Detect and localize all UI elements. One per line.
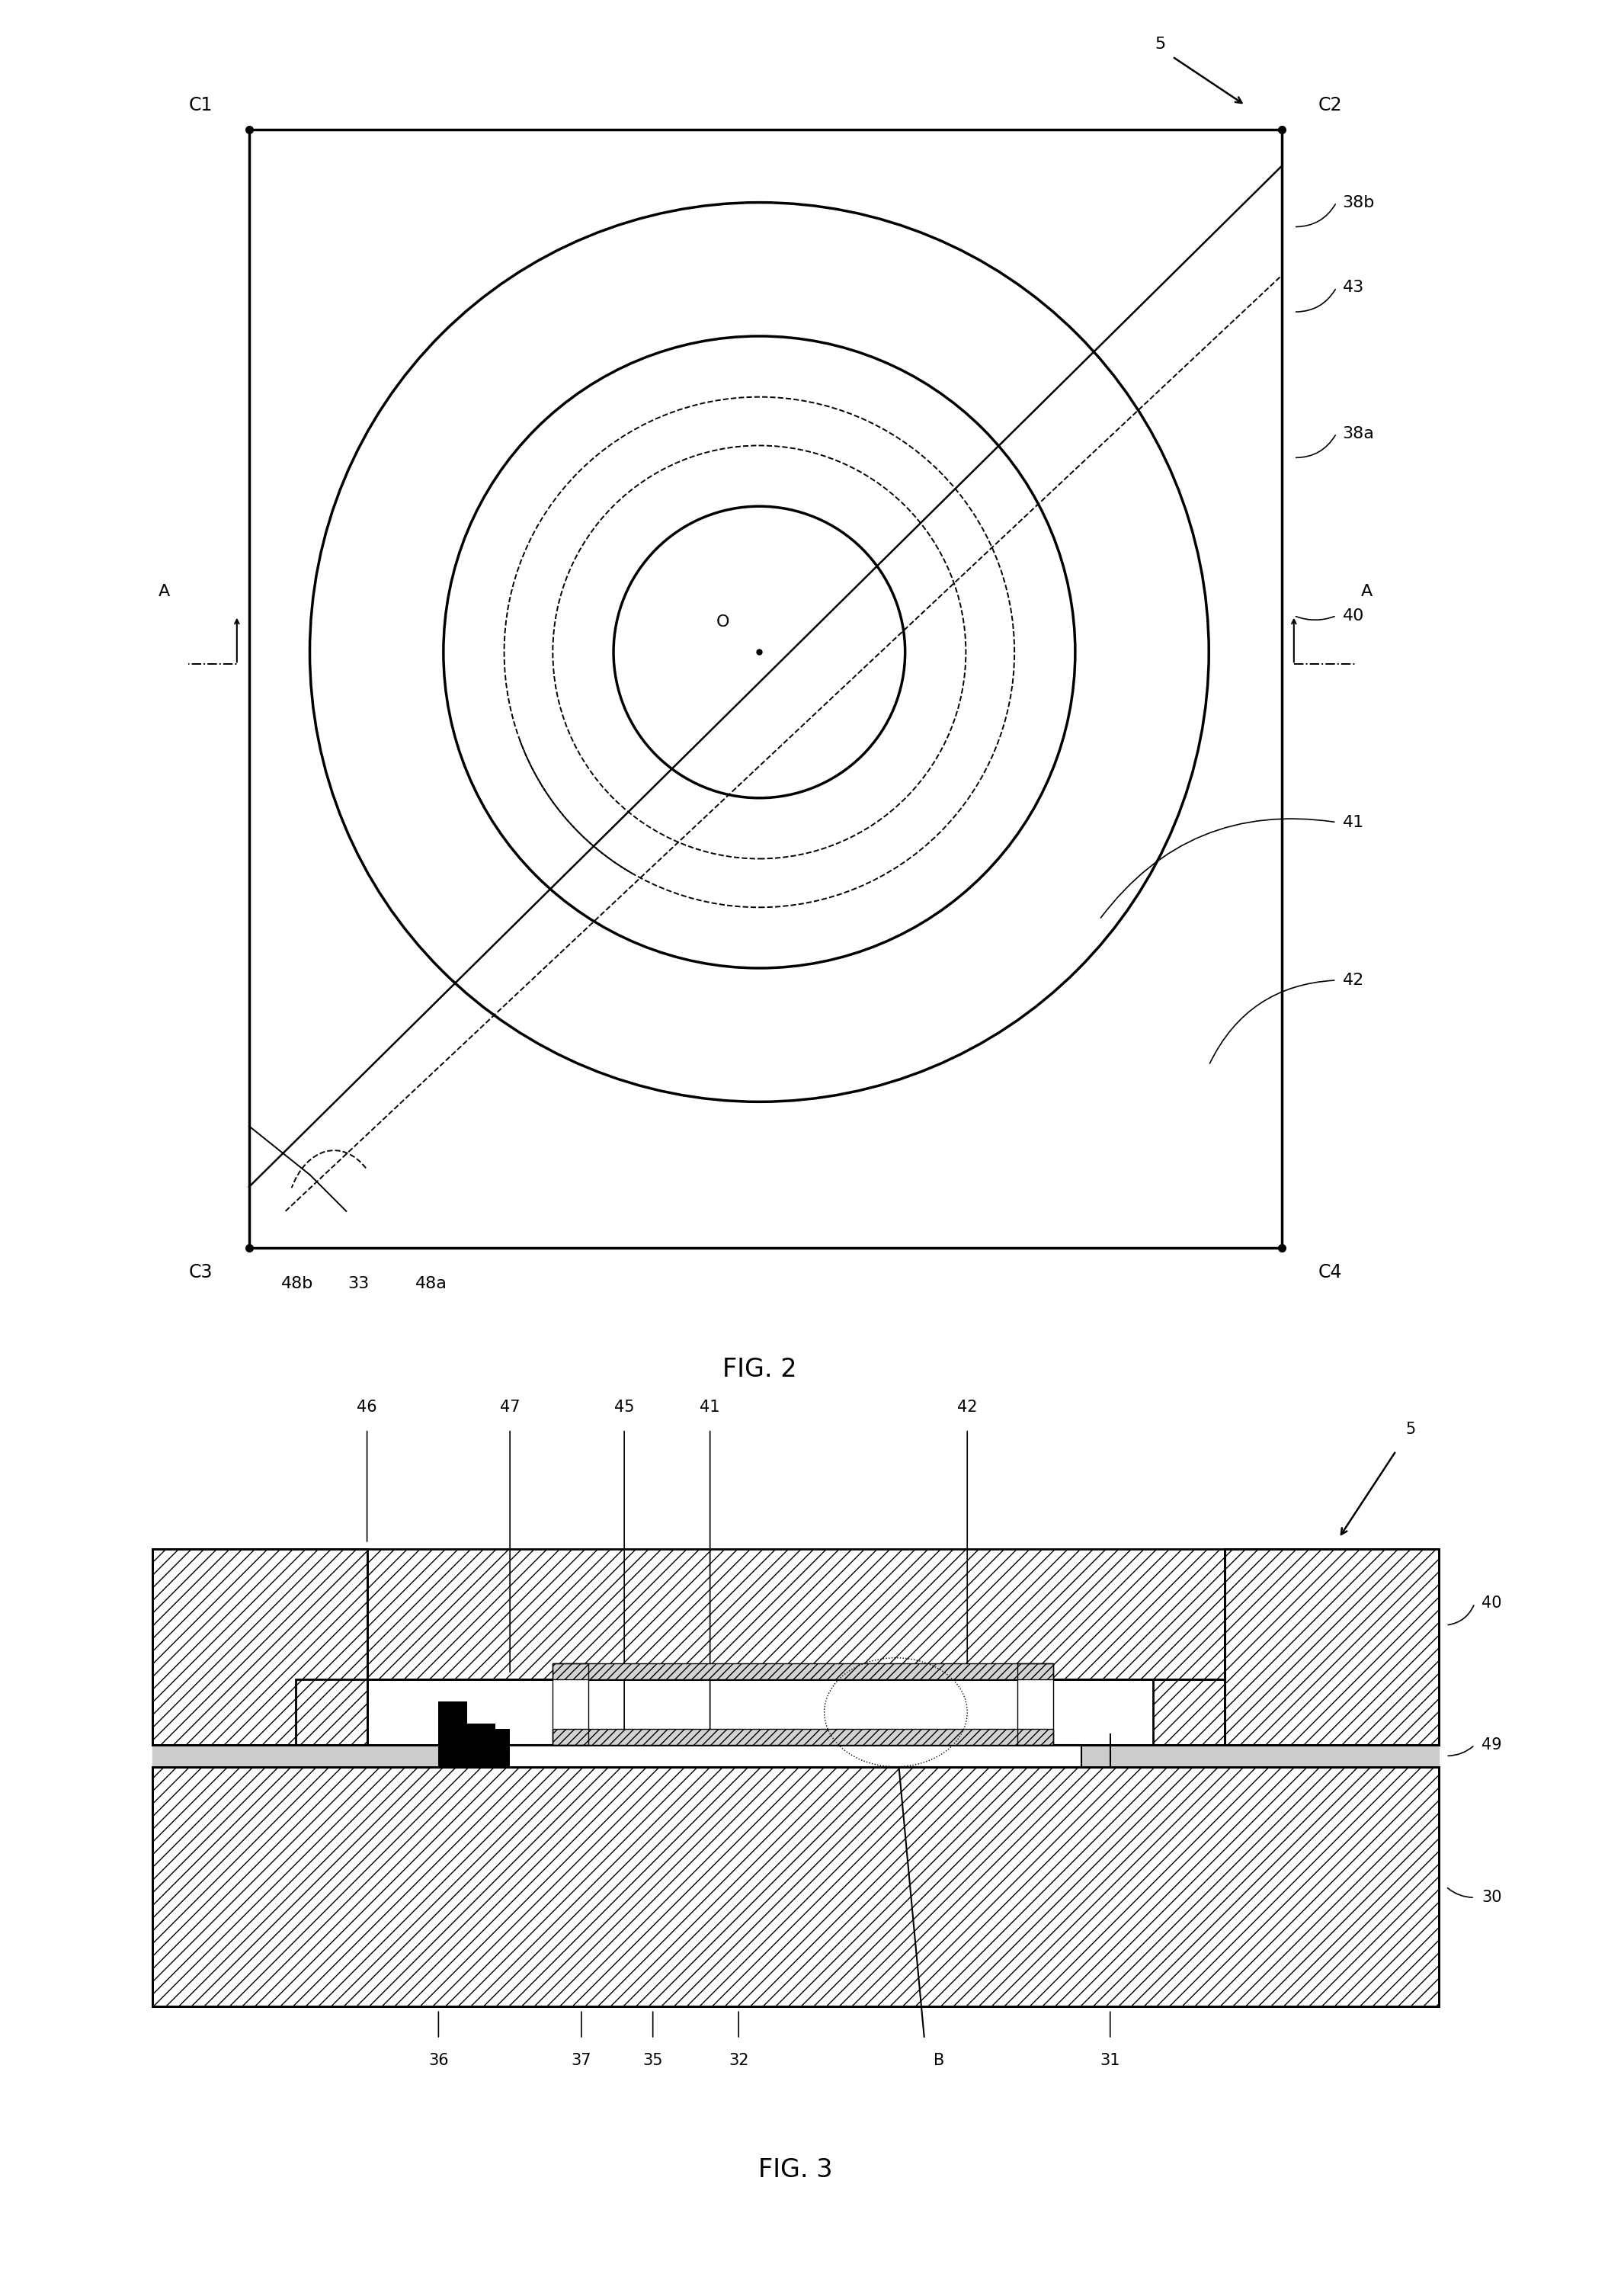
Text: 33: 33 — [348, 1277, 369, 1291]
Bar — [1224, 1550, 1439, 1745]
Text: A: A — [158, 585, 171, 598]
Text: 41: 41 — [1343, 814, 1364, 830]
Text: 30: 30 — [1481, 1889, 1502, 1905]
Text: B: B — [934, 2052, 944, 2068]
Bar — [552, 1729, 1052, 1745]
Text: C1: C1 — [188, 96, 213, 115]
Text: 46: 46 — [357, 1399, 377, 1415]
Text: C2: C2 — [1319, 96, 1343, 115]
Text: 41: 41 — [700, 1399, 719, 1415]
Polygon shape — [153, 1745, 1439, 1766]
Text: FIG. 2: FIG. 2 — [723, 1357, 796, 1383]
Text: 32: 32 — [729, 2052, 749, 2068]
Text: 49: 49 — [1481, 1738, 1502, 1752]
Text: 5: 5 — [1405, 1422, 1416, 1438]
Polygon shape — [438, 1724, 495, 1766]
Text: 37: 37 — [572, 2052, 591, 2068]
Text: 38a: 38a — [1343, 426, 1374, 440]
Text: 5: 5 — [1155, 37, 1166, 53]
Bar — [296, 1678, 367, 1745]
Text: 47: 47 — [500, 1399, 520, 1415]
Text: A: A — [1361, 585, 1372, 598]
Bar — [153, 1766, 1439, 2006]
Text: 42: 42 — [957, 1399, 978, 1415]
Text: FIG. 3: FIG. 3 — [758, 2158, 833, 2183]
Bar — [552, 1662, 1052, 1678]
Text: 36: 36 — [429, 2052, 448, 2068]
Text: 48b: 48b — [281, 1277, 313, 1291]
Text: 38b: 38b — [1343, 195, 1376, 211]
Bar — [367, 1550, 1224, 1678]
Text: 31: 31 — [1099, 2052, 1121, 2068]
Bar — [1153, 1678, 1224, 1745]
Text: 40: 40 — [1343, 608, 1364, 624]
Text: 43: 43 — [1343, 280, 1364, 296]
Text: C3: C3 — [188, 1263, 213, 1282]
Text: 48a: 48a — [416, 1277, 447, 1291]
Polygon shape — [468, 1729, 510, 1766]
Text: C4: C4 — [1319, 1263, 1343, 1282]
Polygon shape — [481, 1745, 1082, 1766]
Bar — [153, 1550, 367, 1745]
Text: 42: 42 — [1343, 972, 1364, 988]
Text: 35: 35 — [643, 2052, 663, 2068]
Polygon shape — [438, 1701, 468, 1724]
Polygon shape — [1017, 1662, 1052, 1745]
Text: 45: 45 — [614, 1399, 635, 1415]
Text: O: O — [716, 615, 729, 628]
Polygon shape — [552, 1662, 588, 1745]
Text: 40: 40 — [1481, 1596, 1502, 1612]
